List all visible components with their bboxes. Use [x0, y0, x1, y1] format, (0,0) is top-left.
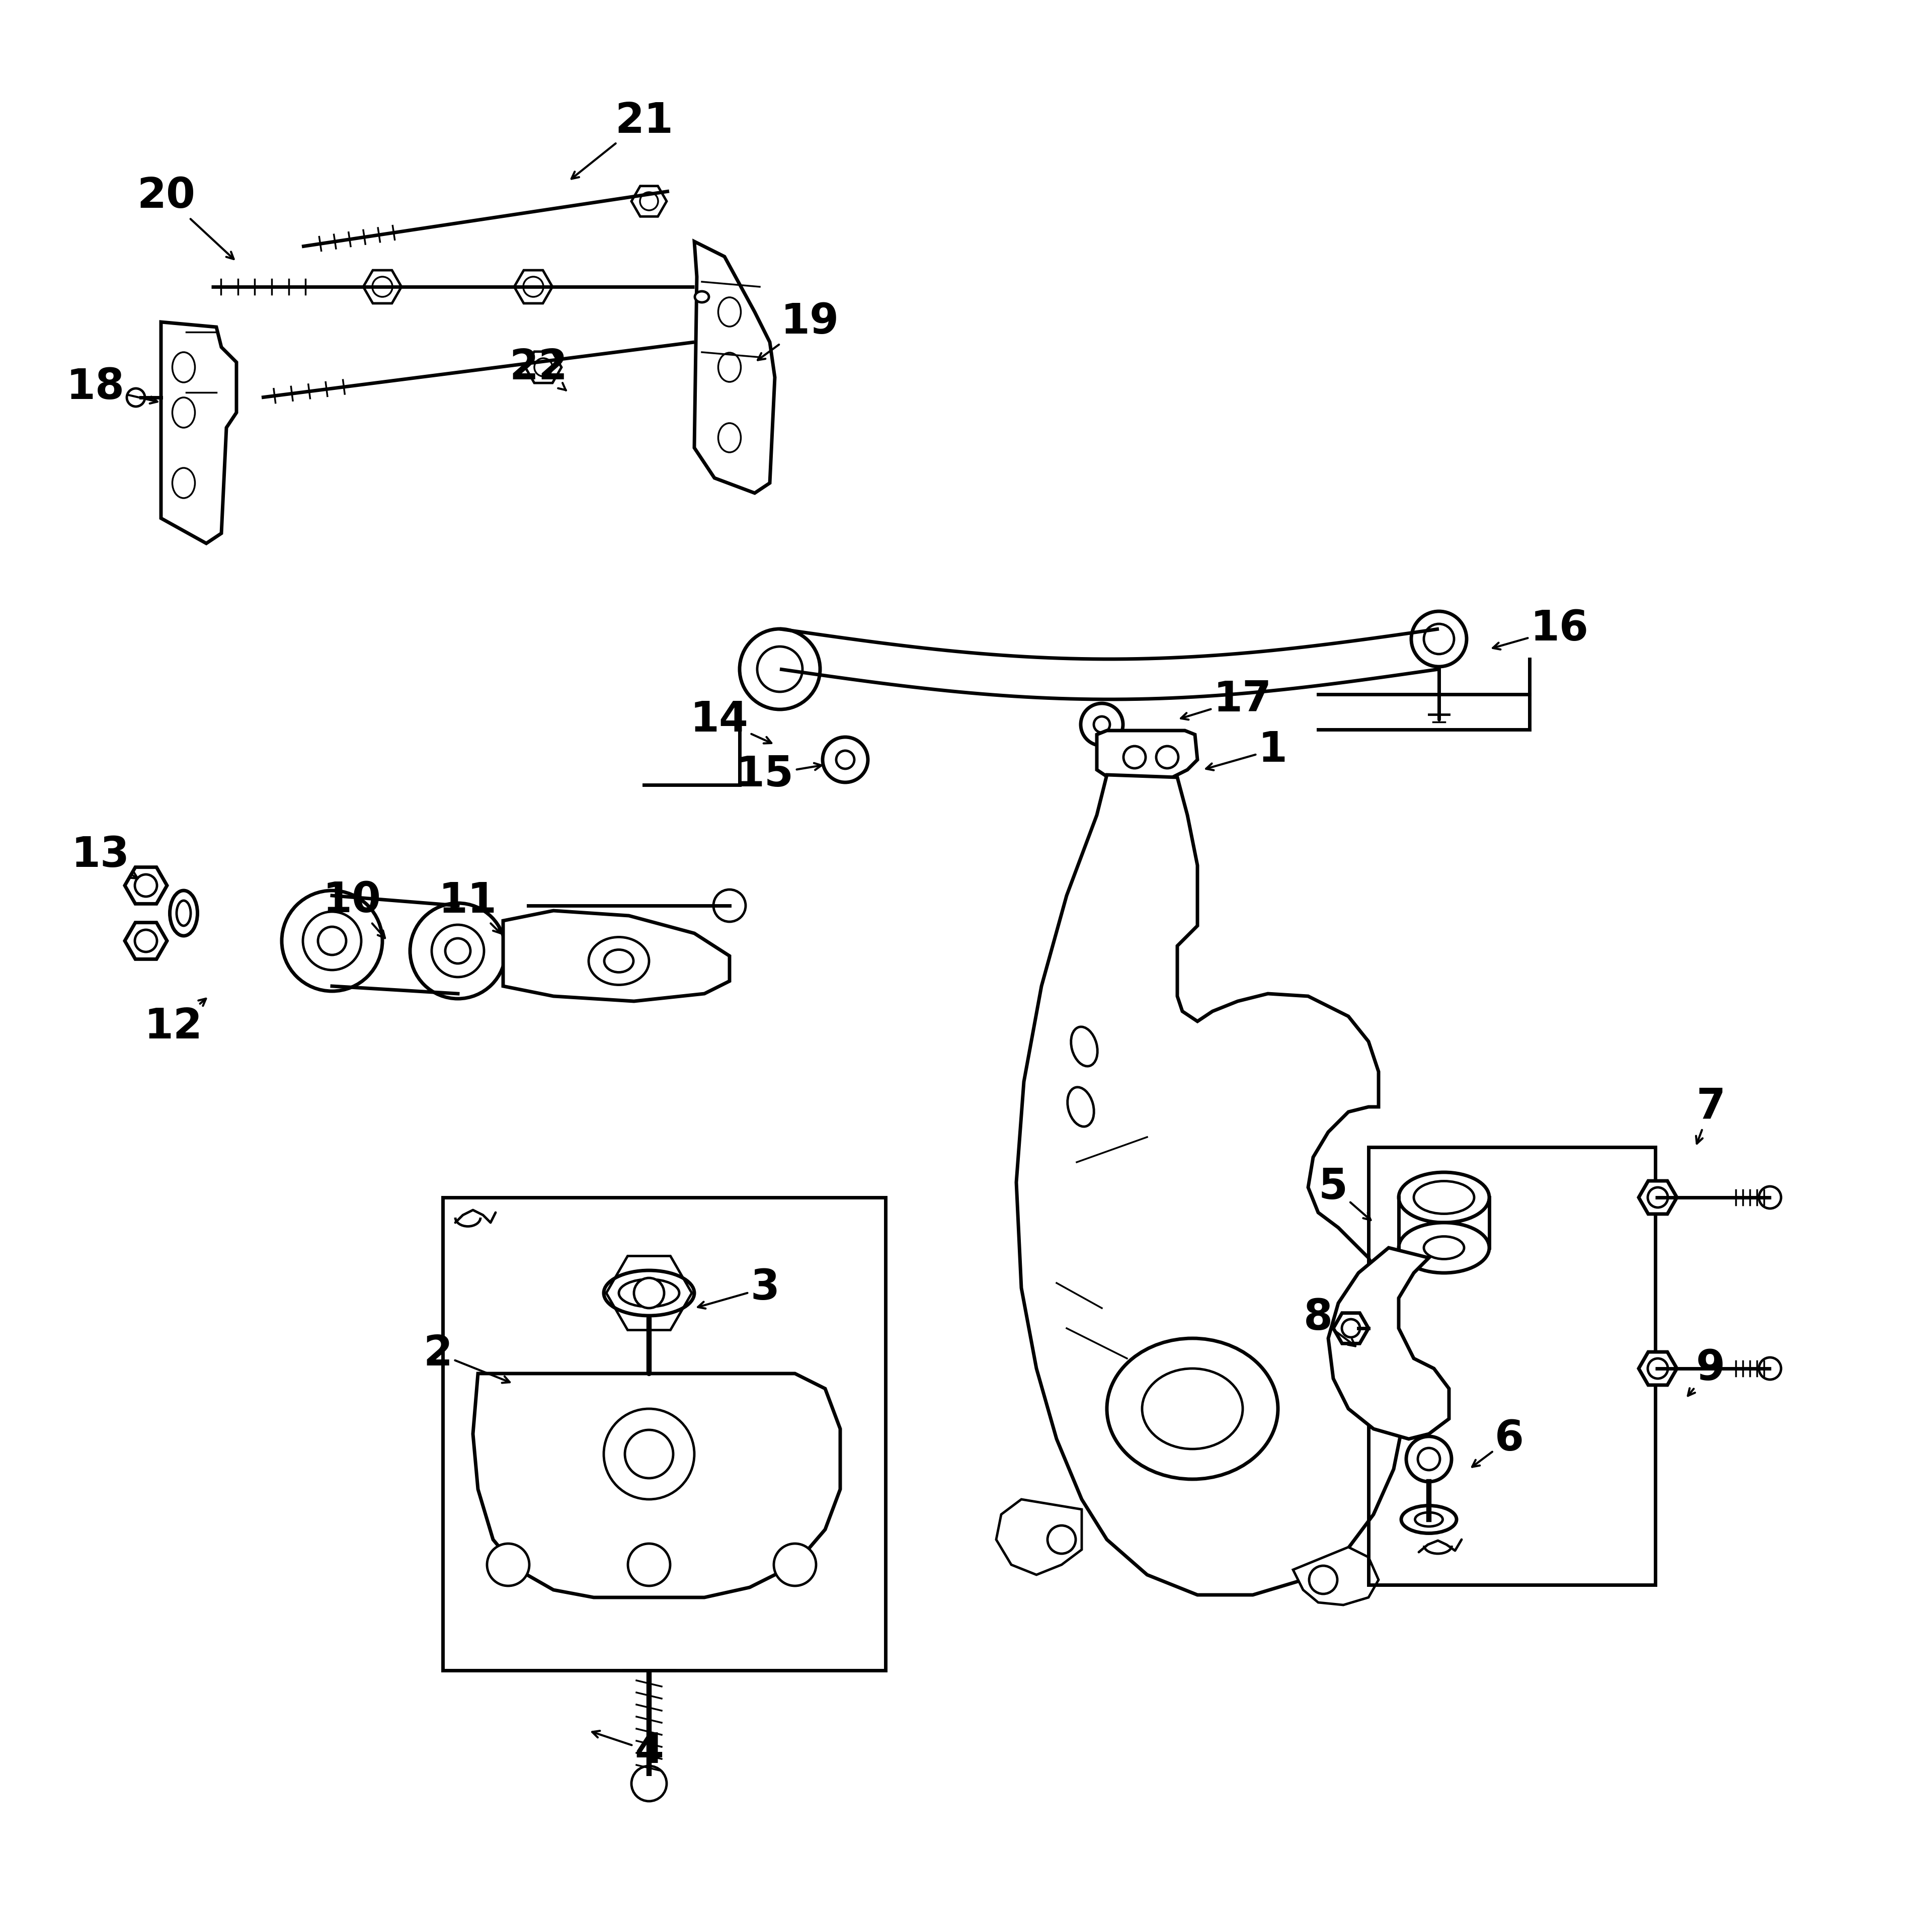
Circle shape — [1424, 624, 1455, 655]
Circle shape — [603, 1408, 694, 1499]
Circle shape — [713, 889, 746, 922]
Circle shape — [373, 276, 392, 298]
Circle shape — [1648, 1188, 1667, 1208]
Ellipse shape — [605, 951, 634, 972]
Circle shape — [1406, 1435, 1451, 1482]
Bar — [1368, 1148, 1656, 1584]
Ellipse shape — [589, 937, 649, 985]
Ellipse shape — [1414, 1513, 1443, 1526]
Circle shape — [757, 647, 802, 692]
Circle shape — [535, 357, 553, 377]
Text: 16: 16 — [1493, 609, 1588, 649]
Text: 10: 10 — [323, 881, 384, 939]
Polygon shape — [160, 323, 236, 543]
Ellipse shape — [1399, 1173, 1490, 1223]
Circle shape — [128, 388, 145, 406]
Ellipse shape — [618, 1279, 680, 1306]
Circle shape — [1758, 1186, 1781, 1209]
Circle shape — [1155, 746, 1179, 769]
Circle shape — [632, 1766, 667, 1801]
Ellipse shape — [1142, 1368, 1242, 1449]
Circle shape — [1410, 611, 1466, 667]
Text: 18: 18 — [66, 367, 156, 408]
Text: 11: 11 — [439, 881, 500, 933]
Circle shape — [1124, 746, 1146, 769]
Circle shape — [135, 875, 156, 896]
Text: 14: 14 — [690, 699, 771, 744]
Text: 8: 8 — [1304, 1298, 1356, 1347]
Text: 2: 2 — [423, 1333, 510, 1383]
Circle shape — [487, 1544, 529, 1586]
Text: 19: 19 — [757, 301, 838, 359]
Polygon shape — [514, 270, 553, 303]
Text: 12: 12 — [145, 999, 207, 1047]
Text: 5: 5 — [1320, 1167, 1370, 1221]
Circle shape — [634, 1277, 665, 1308]
Circle shape — [135, 929, 156, 952]
Polygon shape — [1638, 1180, 1677, 1213]
Text: 20: 20 — [137, 176, 234, 259]
Text: 3: 3 — [697, 1267, 779, 1308]
Polygon shape — [526, 352, 562, 383]
Text: 6: 6 — [1472, 1418, 1524, 1466]
Bar — [442, 1198, 885, 1671]
Circle shape — [1080, 703, 1122, 746]
Circle shape — [1310, 1565, 1337, 1594]
Polygon shape — [1293, 1548, 1379, 1605]
Polygon shape — [502, 910, 730, 1001]
Circle shape — [837, 752, 854, 769]
Polygon shape — [1016, 775, 1405, 1596]
Circle shape — [639, 191, 659, 211]
Circle shape — [524, 276, 543, 298]
Text: 7: 7 — [1696, 1086, 1725, 1144]
Circle shape — [1047, 1526, 1076, 1553]
Ellipse shape — [1414, 1180, 1474, 1213]
Text: 9: 9 — [1689, 1349, 1725, 1395]
Ellipse shape — [603, 1271, 694, 1316]
Ellipse shape — [176, 900, 191, 925]
Circle shape — [1648, 1358, 1667, 1379]
Text: 1: 1 — [1206, 728, 1287, 771]
Circle shape — [410, 902, 506, 999]
Polygon shape — [1333, 1314, 1368, 1343]
Polygon shape — [126, 867, 166, 904]
Polygon shape — [694, 242, 775, 493]
Circle shape — [823, 738, 867, 782]
Circle shape — [444, 939, 469, 964]
Text: 15: 15 — [736, 753, 821, 796]
Text: 17: 17 — [1180, 678, 1271, 721]
Polygon shape — [1097, 730, 1198, 781]
Circle shape — [319, 927, 346, 954]
Circle shape — [1758, 1358, 1781, 1379]
Circle shape — [1418, 1447, 1439, 1470]
Circle shape — [624, 1430, 672, 1478]
Circle shape — [431, 925, 485, 978]
Circle shape — [303, 912, 361, 970]
Circle shape — [740, 630, 819, 709]
Text: 21: 21 — [572, 100, 672, 180]
Text: 22: 22 — [510, 348, 568, 390]
Ellipse shape — [696, 292, 709, 303]
Circle shape — [775, 1544, 815, 1586]
Polygon shape — [126, 923, 166, 958]
Ellipse shape — [1399, 1223, 1490, 1273]
Circle shape — [628, 1544, 670, 1586]
Polygon shape — [1638, 1352, 1677, 1385]
Polygon shape — [997, 1499, 1082, 1575]
Polygon shape — [363, 270, 402, 303]
Text: 4: 4 — [593, 1731, 663, 1772]
Circle shape — [1094, 717, 1109, 732]
Circle shape — [282, 891, 383, 991]
Ellipse shape — [1107, 1339, 1277, 1480]
Polygon shape — [632, 185, 667, 216]
Polygon shape — [1329, 1248, 1449, 1439]
Text: 13: 13 — [71, 835, 137, 879]
Ellipse shape — [170, 891, 197, 935]
Circle shape — [1343, 1320, 1360, 1337]
Polygon shape — [473, 1374, 840, 1598]
Ellipse shape — [1401, 1505, 1457, 1534]
